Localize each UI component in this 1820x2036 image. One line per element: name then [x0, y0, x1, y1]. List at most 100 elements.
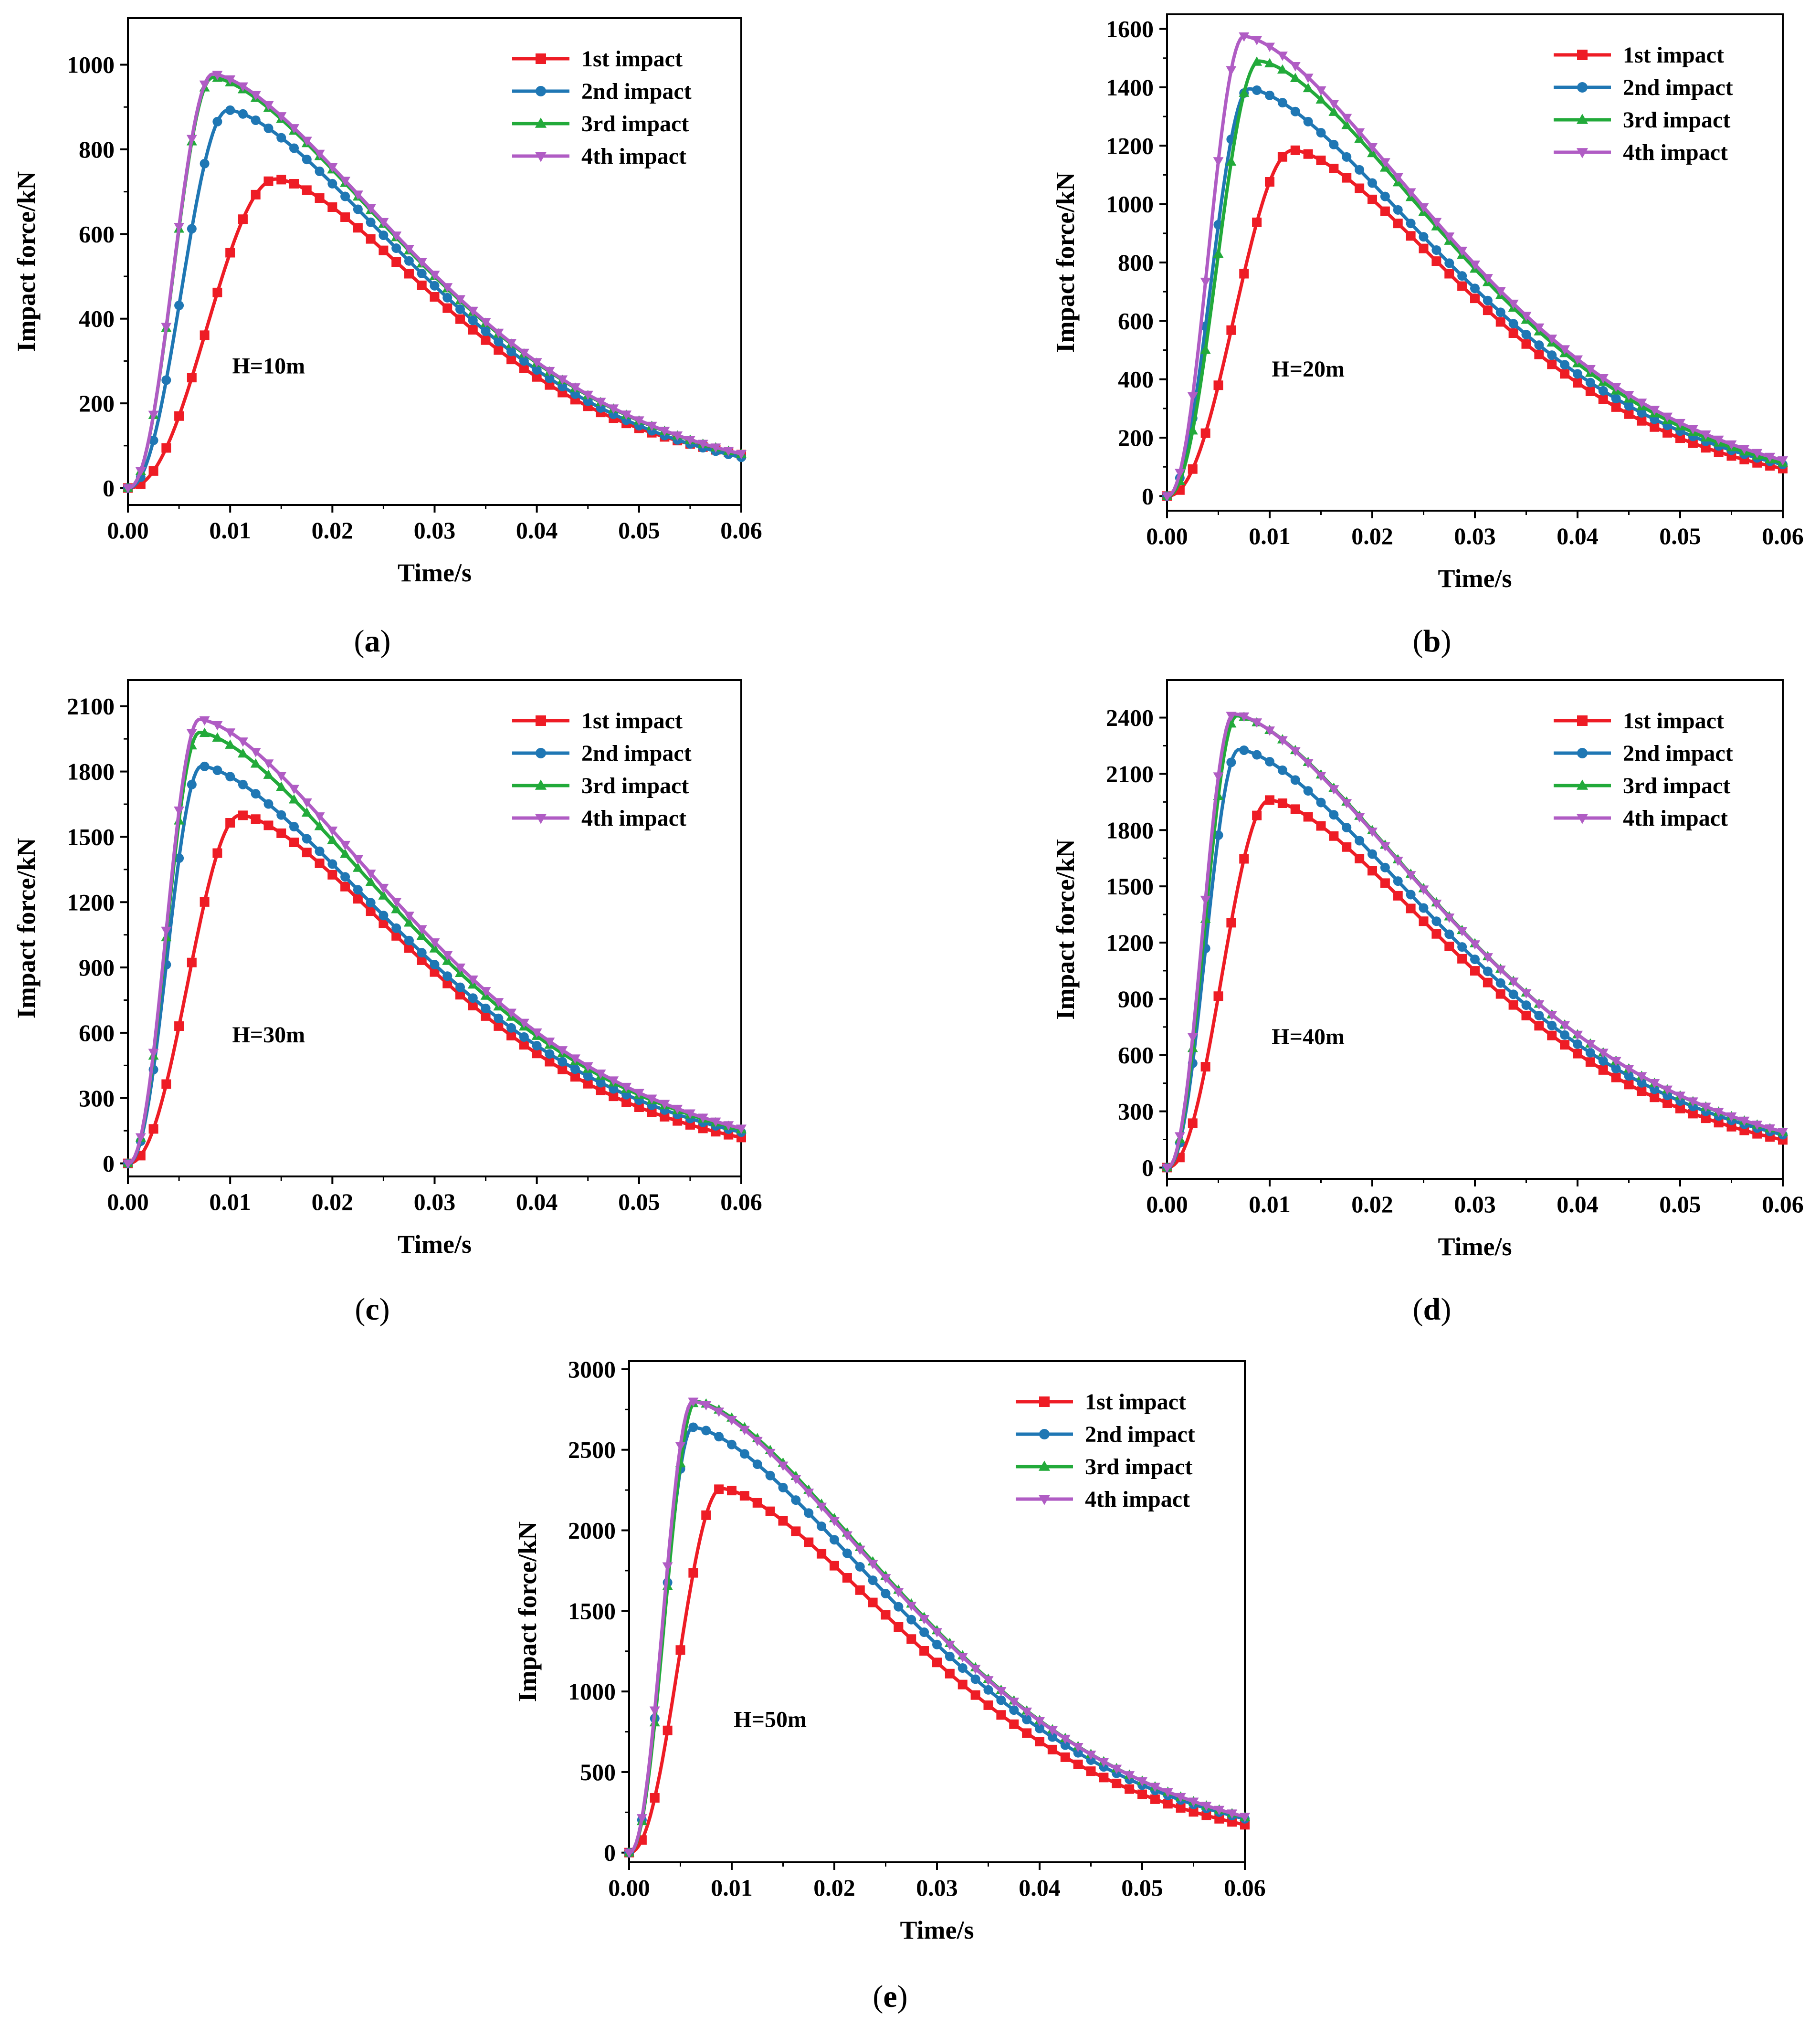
x-tick-label: 0.00 [1146, 1191, 1188, 1217]
data-point [765, 1448, 776, 1459]
data-point [582, 390, 593, 400]
data-point [1368, 849, 1377, 859]
x-tick-label: 0.05 [1659, 1191, 1701, 1217]
data-point [301, 798, 312, 808]
data-point [1444, 258, 1454, 268]
data-point [621, 1082, 632, 1092]
data-point [161, 926, 172, 936]
data-point [455, 990, 465, 1000]
data-point [1392, 856, 1403, 866]
data-point [1560, 1040, 1570, 1050]
data-point [1598, 374, 1609, 384]
data-point [1406, 890, 1416, 900]
data-point [1444, 929, 1454, 939]
data-point [1303, 149, 1313, 159]
x-tick-label: 0.01 [209, 517, 251, 544]
data-point [1405, 188, 1416, 198]
x-tick-label: 0.01 [1249, 523, 1291, 549]
data-point [200, 330, 210, 340]
data-point [1200, 345, 1211, 354]
data-point [1201, 1802, 1212, 1811]
data-point [1290, 106, 1300, 116]
data-point [148, 1049, 159, 1058]
data-point [545, 373, 555, 383]
data-point [494, 1013, 504, 1023]
data-point [1355, 836, 1365, 846]
y-tick-label: 300 [1118, 1098, 1154, 1125]
data-point [506, 339, 517, 348]
y-tick-label: 1200 [1106, 929, 1154, 956]
data-point [276, 175, 286, 185]
x-tick-label: 0.06 [1762, 1191, 1804, 1217]
data-point [1508, 319, 1518, 329]
data-point [251, 189, 261, 199]
legend-label: 1st impact [581, 708, 683, 734]
data-point [1457, 927, 1468, 937]
data-point [1598, 1056, 1608, 1066]
data-point [289, 837, 299, 847]
data-point [1264, 726, 1275, 736]
data-point [200, 158, 210, 168]
legend-marker [536, 748, 546, 758]
legend-marker [1577, 82, 1588, 93]
data-point [1047, 1744, 1057, 1754]
x-axis-title: Time/s [398, 1230, 472, 1259]
data-point [1264, 58, 1275, 68]
y-tick-label: 800 [1118, 249, 1154, 276]
data-point [1187, 392, 1198, 402]
data-point [1418, 885, 1429, 895]
data-point [1534, 1010, 1544, 1020]
data-point [1098, 1758, 1109, 1767]
chart-panel-b: 0.00 0.01 0.02 0.03 0.04 0.05 0.06 0 200 400 600 80… [1051, 13, 1804, 659]
data-point [752, 1459, 762, 1469]
data-point [276, 781, 287, 791]
data-point [1290, 775, 1300, 785]
data-point [1418, 203, 1429, 213]
data-point [1125, 1784, 1135, 1794]
data-point [688, 1568, 698, 1578]
data-point [1201, 1810, 1211, 1820]
data-point [327, 202, 337, 212]
data-point [225, 75, 236, 85]
data-point [842, 1531, 852, 1541]
data-point [621, 1097, 631, 1107]
data-point [1662, 412, 1673, 422]
data-point [468, 315, 478, 325]
data-point [1022, 1728, 1032, 1738]
height-annotation: H=10m [232, 354, 305, 379]
data-point [1240, 1813, 1250, 1823]
x-tick-label: 0.01 [1249, 1191, 1291, 1217]
data-point [1342, 173, 1352, 183]
data-point [1649, 406, 1660, 415]
legend-item-4: 4th impact [512, 144, 686, 169]
legend-item-1: 1st impact [1554, 708, 1724, 734]
y-tick-label: 300 [79, 1085, 115, 1112]
data-point [970, 1665, 981, 1674]
y-axis-title: Impact force/kN [513, 1522, 542, 1702]
data-point [148, 1124, 158, 1134]
data-point [701, 1426, 711, 1436]
data-point [1406, 219, 1416, 229]
data-point [314, 812, 325, 822]
data-point [1189, 1807, 1199, 1817]
data-point [945, 1669, 955, 1679]
chart-panel-d: 0.00 0.01 0.02 0.03 0.04 0.05 0.06 0 300 600 900 12… [1051, 679, 1804, 1327]
data-point [1200, 1062, 1210, 1072]
y-tick-label: 2000 [568, 1517, 616, 1544]
data-point [1546, 1011, 1557, 1020]
data-point [263, 176, 274, 186]
data-point [1675, 1103, 1685, 1113]
data-point [1662, 428, 1673, 438]
data-point [1675, 419, 1685, 429]
data-point [1265, 756, 1274, 766]
data-point [868, 1575, 878, 1585]
legend-marker [535, 814, 547, 824]
data-point [646, 1094, 657, 1104]
data-point [624, 1848, 634, 1858]
data-point [1265, 795, 1274, 805]
data-point [391, 257, 401, 267]
data-point [174, 806, 185, 816]
data-point [1495, 307, 1505, 317]
data-point [200, 897, 210, 907]
data-point [659, 427, 670, 436]
